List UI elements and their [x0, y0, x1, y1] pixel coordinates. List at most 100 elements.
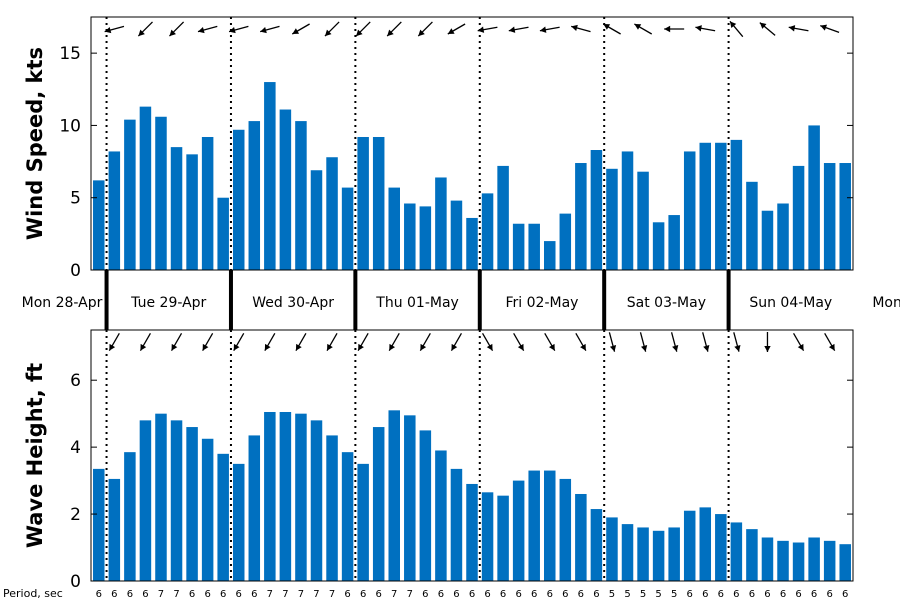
- wind-speed-direction-arrow: [104, 25, 125, 34]
- period-value: 6: [547, 589, 553, 600]
- period-value: 6: [469, 589, 475, 600]
- wave-height-bar: [792, 542, 805, 581]
- period-value: 6: [422, 589, 428, 600]
- wave-height-bar: [404, 415, 416, 581]
- period-value: 7: [267, 589, 273, 600]
- wind-speed-direction-arrow: [759, 22, 776, 36]
- wind-speed-bar: [559, 213, 572, 270]
- wave-height-bar: [715, 514, 727, 581]
- wind-speed-bar: [839, 163, 851, 270]
- wind-speed-bar: [544, 241, 556, 270]
- wind-speed-bar: [372, 136, 385, 270]
- period-value: 7: [407, 589, 413, 600]
- wave-height-bar: [139, 420, 152, 581]
- period-value: 6: [811, 589, 817, 600]
- wave-height-bar: [108, 478, 121, 581]
- period-value: 5: [655, 589, 661, 600]
- y-tick-label: 0: [70, 261, 81, 281]
- wave-height-bar: [248, 435, 261, 581]
- period-value: 7: [313, 589, 319, 600]
- wave-height-bar: [683, 510, 696, 581]
- wind-speed-direction-arrow: [602, 23, 621, 35]
- wave-height-direction-arrow: [170, 333, 183, 351]
- period-value: 6: [344, 589, 350, 600]
- wave-height-bar: [93, 468, 105, 581]
- wind-speed-bar: [155, 116, 167, 270]
- wind-speed-bar: [481, 193, 494, 270]
- wave-height-direction-arrow: [108, 333, 120, 351]
- period-value: 6: [702, 589, 708, 600]
- wind-speed-bar: [186, 154, 198, 270]
- wind-speed-panel: 0 5 10 15 Wind Speed, kts: [23, 16, 854, 281]
- period-value: 6: [251, 589, 257, 600]
- wave-height-bar: [839, 544, 851, 581]
- wave-height-bar: [497, 495, 509, 581]
- wave-height-direction-arrow: [702, 332, 710, 352]
- wave-height-direction-arrow: [419, 333, 431, 351]
- wind-speed-bar: [201, 136, 214, 270]
- wind-speed-bar: [232, 129, 245, 270]
- wind-speed-bar: [248, 121, 261, 270]
- wind-speed-direction-arrow: [664, 25, 685, 33]
- wind-speed-bar: [404, 203, 416, 270]
- wave-height-bar: [481, 492, 494, 581]
- day-label: Sun 04-May: [749, 295, 832, 311]
- wind-speed-bar: [466, 217, 478, 270]
- day-label: Thu 01-May: [375, 295, 459, 311]
- wind-speed-axis-label: Wind Speed, kts: [23, 47, 47, 240]
- wave-height-bar: [528, 470, 540, 581]
- day-label: Wed 30-Apr: [252, 295, 334, 311]
- wave-height-direction-arrow: [326, 333, 338, 351]
- wind-speed-bar: [746, 181, 758, 270]
- period-value: 5: [640, 589, 646, 600]
- wind-speed-bar: [621, 151, 634, 270]
- wind-speed-bar: [388, 187, 400, 270]
- wind-speed-direction-arrow: [386, 21, 402, 37]
- wind-speed-bar: [124, 119, 136, 270]
- wind-speed-direction-arrow: [695, 25, 716, 32]
- wave-height-bar: [264, 411, 276, 581]
- wind-speed-bar: [512, 223, 525, 270]
- wave-height-bar: [699, 507, 712, 581]
- wave-height-bar: [606, 517, 618, 581]
- wind-speed-direction-arrow: [729, 20, 744, 38]
- wave-height-bar: [575, 493, 587, 581]
- day-label: Sat 03-May: [627, 295, 706, 311]
- wave-height-direction-arrow: [295, 333, 307, 351]
- wind-speed-bar: [715, 142, 727, 270]
- wave-height-bar: [466, 483, 478, 581]
- period-value: 6: [826, 589, 832, 600]
- wind-speed-bar: [279, 109, 292, 270]
- wave-height-bar: [155, 413, 167, 581]
- wave-height-direction-arrow: [608, 332, 617, 352]
- wave-height-bar: [730, 522, 743, 581]
- wave-height-bar: [310, 420, 323, 581]
- wave-height-bar: [170, 420, 183, 581]
- period-value: 7: [158, 589, 164, 600]
- wave-height-direction-arrow: [139, 333, 151, 351]
- wind-speed-bar: [341, 187, 354, 270]
- wave-height-bar: [435, 450, 447, 581]
- wave-height-direction-arrow: [513, 333, 525, 351]
- wave-height-bar: [217, 453, 229, 581]
- period-value: 6: [515, 589, 521, 600]
- period-value: 6: [189, 589, 195, 600]
- wave-height-direction-arrow: [264, 333, 276, 351]
- period-value: 6: [484, 589, 490, 600]
- wave-height-plot-frame: [90, 329, 854, 582]
- period-value: 6: [500, 589, 506, 600]
- wave-height-bar: [279, 411, 292, 581]
- period-value: 6: [453, 589, 459, 600]
- wind-speed-bar: [761, 210, 774, 270]
- period-value: 6: [578, 589, 584, 600]
- wind-speed-direction-arrow: [508, 26, 529, 33]
- day-label-strip: Mon 28-Apr Tue 29-Apr Wed 30-Apr Thu 01-May…: [22, 270, 900, 330]
- period-value: 6: [236, 589, 242, 600]
- wind-speed-bar: [637, 171, 649, 270]
- wave-height-bar: [637, 527, 649, 581]
- wind-speed-bar: [699, 142, 712, 270]
- wave-height-direction-arrow: [481, 333, 494, 351]
- wave-height-bar: [668, 527, 680, 581]
